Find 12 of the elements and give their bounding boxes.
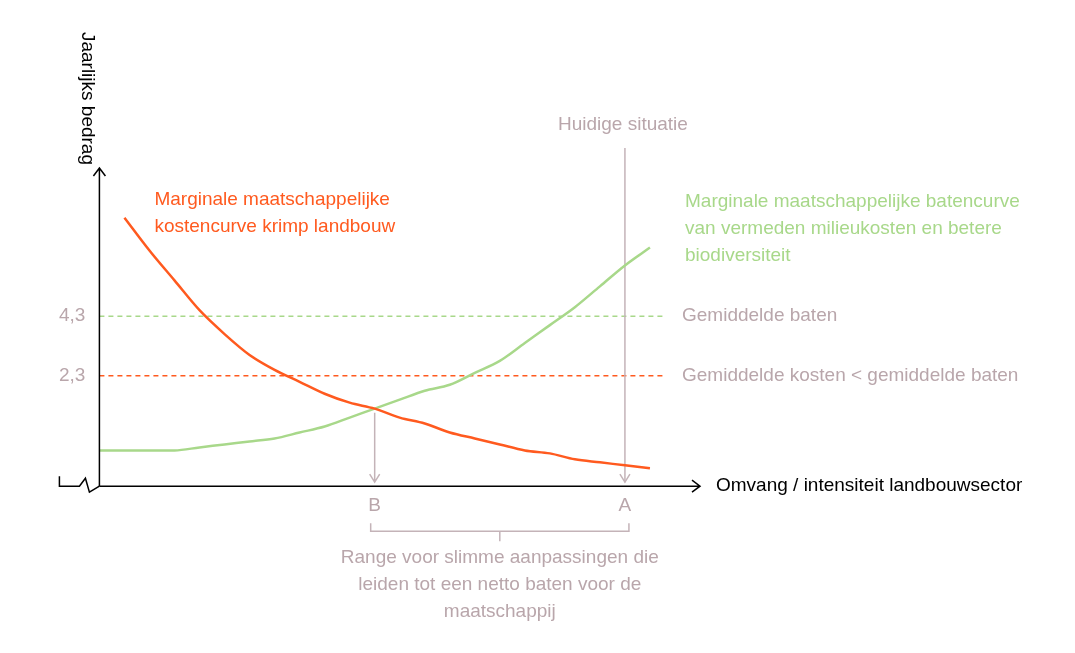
- x-tick-label: B: [368, 493, 382, 515]
- ref-line-label: Huidige situatie: [557, 113, 688, 135]
- y-tick-label: 4,3: [58, 304, 86, 326]
- ref-line-label: Gemiddelde kosten < gemiddelde baten: [682, 364, 1019, 386]
- text: Marginale maatschappelijke batencurve van vermeden milieukosten en betere biodiversiteit: [685, 189, 1020, 265]
- text: Range voor slimme aanpassingen die leiden tot een netto baten voor de maatschappij: [339, 545, 660, 624]
- x-tick-label: A: [618, 493, 632, 515]
- y-tick-label: 2,3: [58, 364, 86, 386]
- y-axis-title: Jaarlijks bedrag: [78, 31, 100, 165]
- x-axis-title: Omvang / intensiteit landbouwsector: [716, 474, 1023, 496]
- series-label: Marginale maatschappelijke kostencurve krimp landbouw: [154, 187, 396, 236]
- ref-line-label: Gemiddelde baten: [682, 304, 838, 326]
